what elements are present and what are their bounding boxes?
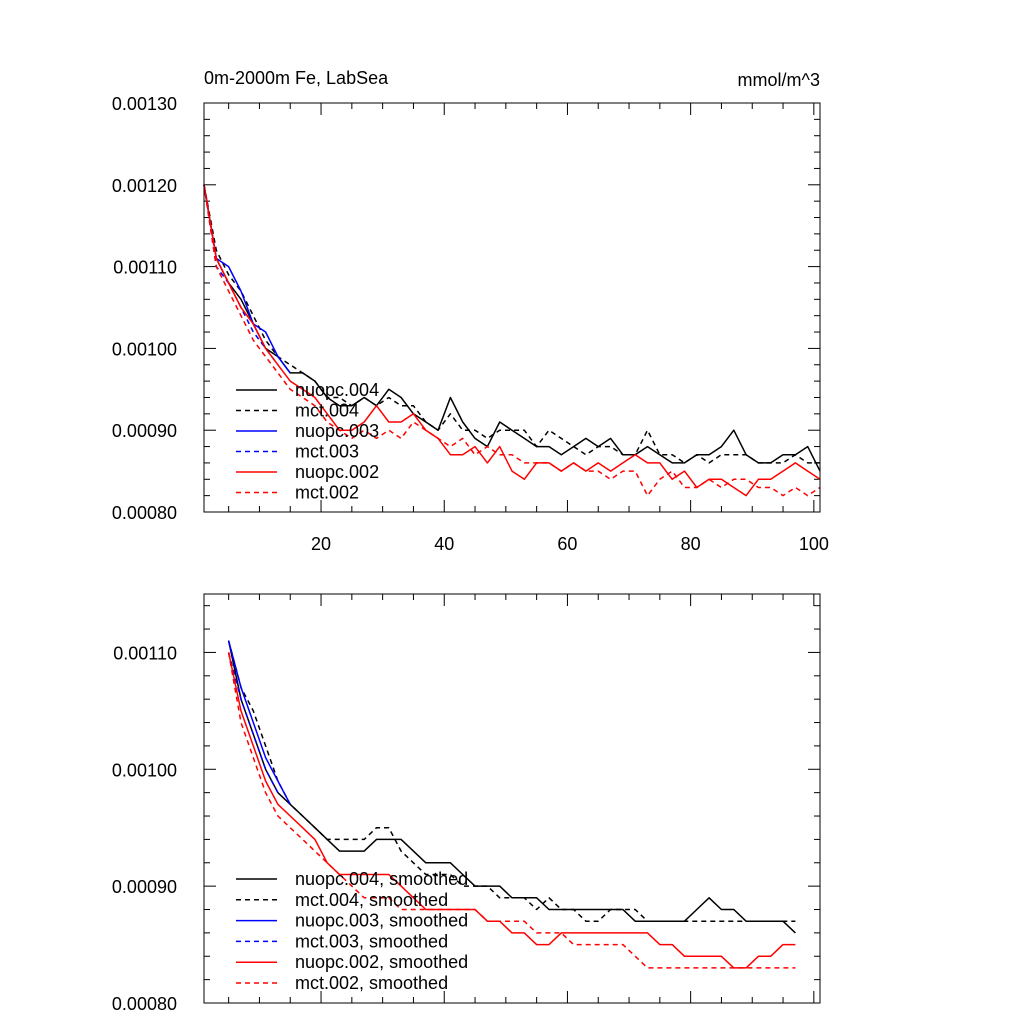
- top-legend: nuopc.004mct.004nuopc.003mct.003nuopc.00…: [236, 380, 379, 503]
- top-series-line-nuopc-004: [203, 184, 821, 472]
- bottom-plot-frame: [203, 593, 821, 1004]
- top-series-line-mct-004: [203, 184, 820, 464]
- top-x-tick-label: 20: [311, 534, 331, 554]
- top-x-tick-label: 80: [681, 534, 701, 554]
- top-series-line-mct-002: [203, 184, 821, 497]
- top-legend-label: nuopc.002: [295, 462, 379, 482]
- top-y-tick-label: 0.00130: [112, 94, 177, 114]
- top-chart-title: 0m-2000m Fe, LabSea: [204, 68, 389, 88]
- bottom-legend-label: nuopc.004, smoothed: [295, 869, 468, 889]
- top-y-tick-label: 0.00090: [112, 421, 177, 441]
- bottom-series-line-mct-003-smoothed: [227, 652, 279, 794]
- top-y-tick-label: 0.00120: [112, 176, 177, 196]
- bottom-series-group: [227, 640, 796, 969]
- top-series-line-nuopc-002: [203, 184, 821, 497]
- bottom-y-tick-label: 0.00110: [113, 643, 177, 663]
- top-y-tick-label: 0.00110: [113, 258, 177, 278]
- top-x-tick-label: 40: [434, 534, 454, 554]
- top-chart-units: mmol/m^3: [738, 70, 820, 90]
- bottom-y-tick-label: 0.00100: [112, 760, 177, 780]
- top-legend-label: mct.002: [295, 483, 359, 503]
- top-series-line-nuopc-003: [203, 184, 291, 374]
- bottom-series-line-nuopc-002-smoothed: [227, 652, 796, 969]
- bottom-legend-label: nuopc.003, smoothed: [295, 911, 468, 931]
- top-legend-label: mct.003: [295, 442, 359, 462]
- top-x-tick-label: 100: [799, 534, 829, 554]
- top-x-tick-label: 60: [557, 534, 577, 554]
- top-series-line-mct-003: [203, 184, 279, 366]
- top-legend-label: mct.004: [295, 401, 359, 421]
- bottom-legend-label: mct.003, smoothed: [295, 931, 448, 951]
- top-axis-ticks: 20 40 60 80 100 0.00080 0.00090 0.00100 0.00110 0…: [112, 94, 829, 554]
- bottom-series-line-mct-004-smoothed: [227, 640, 796, 922]
- bottom-legend-label: nuopc.002, smoothed: [295, 952, 468, 972]
- bottom-y-tick-label: 0.00090: [112, 877, 177, 897]
- top-legend-label: nuopc.003: [295, 421, 379, 441]
- top-plot-frame: [203, 102, 821, 513]
- top-panel: 0m-2000m Fe, LabSea mmol/m^3 20 40 60 80 100…: [112, 68, 829, 554]
- top-y-tick-label: 0.00100: [112, 339, 177, 359]
- top-y-tick-label: 0.00080: [112, 503, 177, 523]
- bottom-y-tick-label: 0.00080: [112, 994, 177, 1014]
- bottom-axis-ticks: 0.00080 0.00090 0.00100 0.00110: [112, 594, 820, 1014]
- bottom-panel: 0.00080 0.00090 0.00100 0.00110 nuopc.004, …: [112, 593, 821, 1014]
- bottom-legend-label: mct.004, smoothed: [295, 890, 448, 910]
- top-series-group: [203, 184, 821, 497]
- bottom-legend-label: mct.002, smoothed: [295, 973, 448, 993]
- top-legend-label: nuopc.004: [295, 380, 379, 400]
- bottom-series-line-mct-002-smoothed: [227, 652, 796, 969]
- bottom-series-line-nuopc-003-smoothed: [227, 640, 291, 805]
